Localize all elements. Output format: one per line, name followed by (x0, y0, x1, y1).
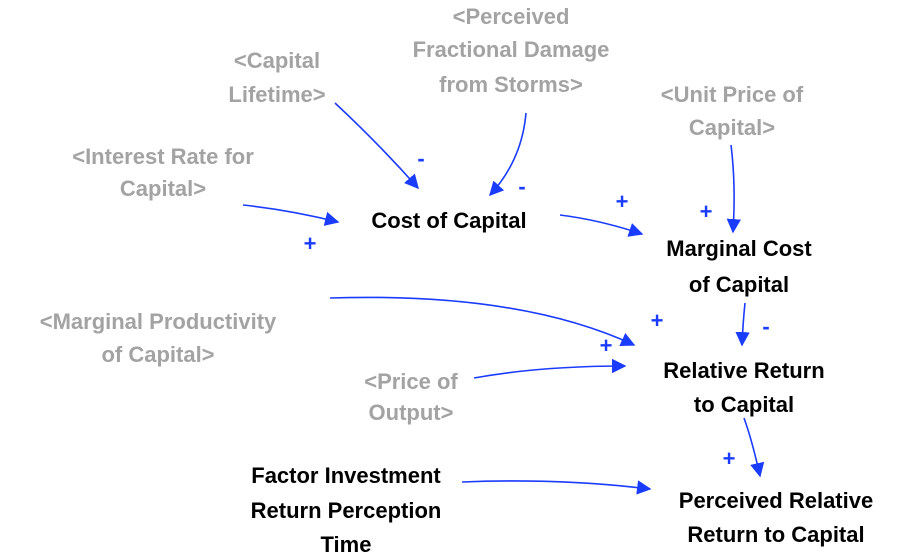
node-label: Factor Investment (251, 463, 441, 488)
node-label: Relative Return (663, 358, 824, 383)
node-label: of Capital> (101, 342, 214, 367)
edges (242, 102, 765, 495)
node-label: Cost of Capital (371, 208, 526, 233)
node-label: <Perceived (453, 4, 570, 29)
polarity: + (616, 189, 629, 214)
node-label: Output> (369, 400, 454, 425)
edge (735, 302, 750, 347)
node-label: Marginal Cost (666, 236, 812, 261)
polarity: - (762, 314, 769, 339)
polarity: + (304, 231, 317, 256)
node-label: <Price of (364, 369, 458, 394)
polarity: - (518, 174, 525, 199)
edge (743, 417, 765, 478)
edge (726, 144, 742, 234)
node-label: Lifetime> (228, 82, 325, 107)
edge (334, 102, 419, 190)
polarity: - (417, 146, 424, 171)
polarity: + (700, 199, 713, 224)
node-label: from Storms> (439, 72, 583, 97)
node-label: Perceived Relative (679, 488, 873, 513)
edge (473, 358, 627, 379)
polarities: - - + + + - + + + (304, 146, 770, 471)
polarity: + (600, 333, 613, 358)
nodes: <Capital Lifetime> <Perceived Fractional… (40, 4, 874, 557)
node-label: <Capital (234, 48, 320, 73)
node-label: Fractional Damage (413, 37, 610, 62)
edge (489, 112, 527, 197)
edge (242, 204, 340, 226)
node-label: <Interest Rate for (72, 144, 254, 169)
node-label: Return Perception (251, 498, 442, 523)
polarity: + (651, 308, 664, 333)
node-label: Capital> (120, 176, 206, 201)
node-label: Time (321, 532, 372, 557)
edge (461, 480, 652, 495)
node-label: to Capital (694, 392, 794, 417)
node-label: Return to Capital (687, 522, 864, 547)
node-label: Capital> (689, 115, 775, 140)
node-label: <Unit Price of (661, 82, 804, 107)
edge (329, 296, 636, 347)
node-label: of Capital (689, 272, 789, 297)
polarity: + (723, 446, 736, 471)
edge (559, 214, 644, 237)
node-label: <Marginal Productivity (40, 309, 277, 334)
